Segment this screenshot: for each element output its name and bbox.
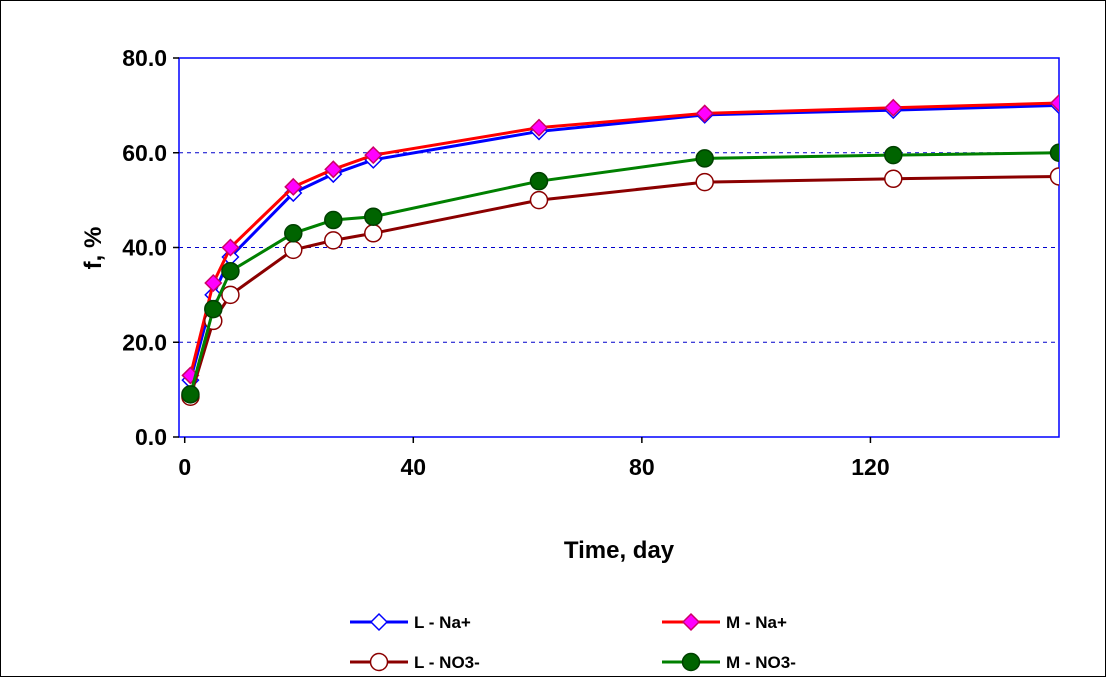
series-1 xyxy=(181,93,1059,385)
legend-marker-1 xyxy=(681,612,701,632)
series-1-point-7 xyxy=(695,104,714,123)
x-tick-label-0: 0 xyxy=(178,454,191,480)
legend-marker-3 xyxy=(681,652,701,672)
y-tick-label-4: 80.0 xyxy=(122,45,167,71)
series-3-point-5 xyxy=(364,207,383,226)
series-1-point-4 xyxy=(324,160,343,179)
y-tick-label-0: 0.0 xyxy=(135,424,167,450)
legend-label-1: M - Na+ xyxy=(726,613,787,632)
series-1-point-6 xyxy=(529,118,549,137)
legend-marker-0 xyxy=(369,612,389,632)
series-1-point-2 xyxy=(221,238,240,257)
legend-item-2: L - NO3- xyxy=(350,652,480,672)
series-3-point-1 xyxy=(204,299,223,319)
series-line-0 xyxy=(188,103,1059,381)
series-2-point-6 xyxy=(529,190,549,210)
y-tick-label-2: 40.0 xyxy=(122,235,167,261)
series-2-point-8 xyxy=(884,169,903,189)
legend-item-3: M - NO3- xyxy=(662,652,796,672)
series-1-point-5 xyxy=(364,146,383,165)
series-3-point-9 xyxy=(1049,143,1059,162)
legend-item-0: L - Na+ xyxy=(350,612,471,632)
grid-lines xyxy=(179,152,1059,343)
series-2-point-9 xyxy=(1049,167,1059,186)
series-2-point-5 xyxy=(364,224,383,243)
axes: 0.0 20.0 40.0 60.0 80.0 0 40 80 120 xyxy=(122,45,889,480)
series-2-point-2 xyxy=(221,285,240,305)
series-2-point-4 xyxy=(324,231,343,250)
x-tick-label-1: 40 xyxy=(400,454,426,480)
series-line-3 xyxy=(188,151,1059,395)
y-axis-title: f, % xyxy=(80,227,107,270)
series-3-point-2 xyxy=(221,261,240,281)
series-3-point-8 xyxy=(884,145,903,165)
series-1-point-1 xyxy=(204,273,223,293)
series-3-point-4 xyxy=(324,210,343,230)
x-tick-label-3: 120 xyxy=(851,454,889,480)
series-line-1 xyxy=(188,101,1059,376)
series-1-point-9 xyxy=(1049,93,1059,113)
y-tick-label-3: 60.0 xyxy=(122,140,167,166)
legend-item-1: M - Na+ xyxy=(662,612,787,632)
series-3 xyxy=(181,143,1059,404)
series-3-point-6 xyxy=(529,171,549,191)
series-3-point-0 xyxy=(181,385,200,404)
y-tick-label-1: 20.0 xyxy=(122,329,167,355)
series-1-point-8 xyxy=(884,98,903,117)
series-1-point-3 xyxy=(284,177,303,196)
legend-marker-2 xyxy=(369,652,389,672)
x-axis-title: Time, day xyxy=(564,537,675,564)
series-2-point-7 xyxy=(695,172,714,192)
series-lines xyxy=(181,93,1059,406)
legend-label-2: L - NO3- xyxy=(414,653,480,672)
series-2-point-3 xyxy=(284,240,303,260)
legend: L - Na+ M - Na+ L - NO3- M - NO3- xyxy=(350,612,796,672)
legend-label-3: M - NO3- xyxy=(726,653,796,672)
series-3-point-7 xyxy=(695,149,714,168)
x-tick-label-2: 80 xyxy=(629,454,655,480)
legend-label-0: L - Na+ xyxy=(414,613,471,632)
series-3-point-3 xyxy=(284,224,303,243)
